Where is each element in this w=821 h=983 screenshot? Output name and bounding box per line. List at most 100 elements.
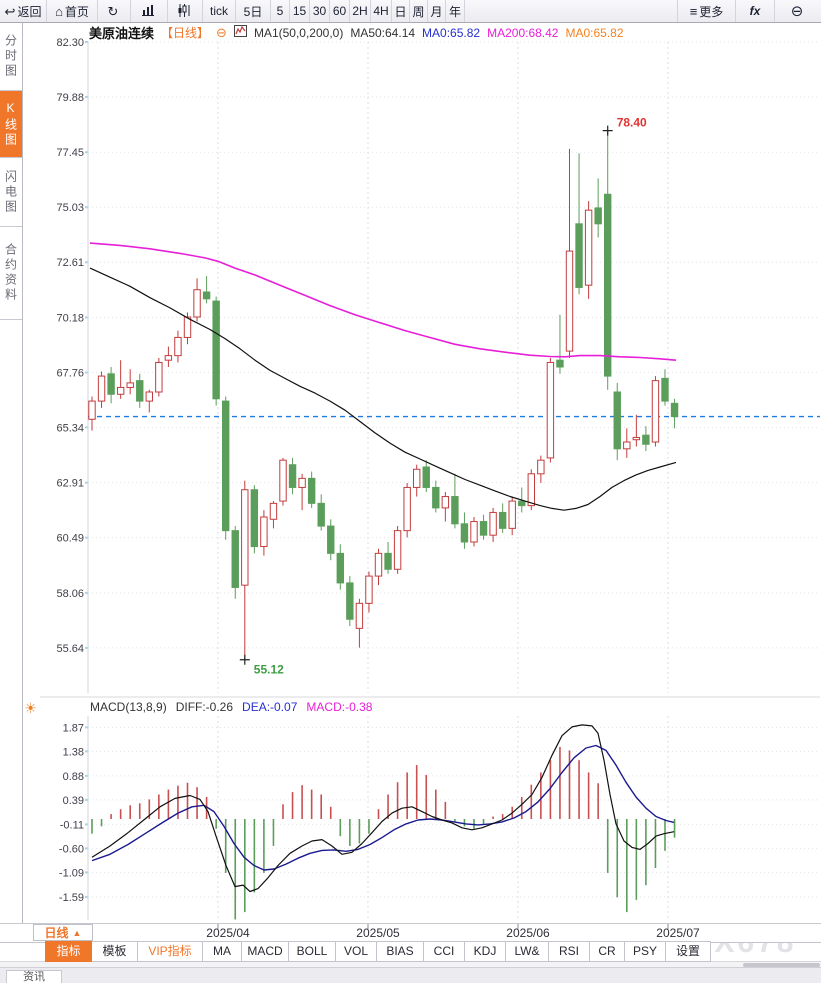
ma50-line xyxy=(89,267,677,511)
candle-body xyxy=(451,496,459,525)
candle-body xyxy=(441,496,450,509)
candle-body xyxy=(642,434,650,445)
candle-body xyxy=(661,377,669,402)
toolbar-button-day[interactable]: 日 xyxy=(392,0,410,22)
toolbar-button-candle-chart[interactable] xyxy=(168,0,203,22)
period-selector-button[interactable]: 日线 ▲ xyxy=(33,924,93,941)
tab-设置[interactable]: 设置 xyxy=(666,941,711,962)
toolbar-button-label: 更多 xyxy=(699,4,724,19)
candle-body xyxy=(183,316,192,338)
candle-body xyxy=(393,530,402,570)
candle-body xyxy=(546,361,555,459)
indicator-settings-icon[interactable]: ☀ xyxy=(24,700,37,716)
sidebar-item-1[interactable]: 分时图 xyxy=(0,22,22,91)
toolbar-button-label: fx xyxy=(749,4,761,18)
toolbar-button-year[interactable]: 年 xyxy=(446,0,465,22)
toolbar-button-5d[interactable]: 5日 xyxy=(236,0,271,22)
sidebar-item-3[interactable]: 闪电图 xyxy=(0,158,22,227)
tab-模板[interactable]: 模板 xyxy=(92,941,138,962)
candle-body xyxy=(155,361,163,393)
toolbar-button-week[interactable]: 周 xyxy=(410,0,428,22)
toolbar-button-refresh[interactable]: ↻ xyxy=(98,0,131,22)
toolbar-button-label: 30 xyxy=(312,4,327,18)
tab-VOL[interactable]: VOL xyxy=(336,941,377,962)
indicator-tabs: 指标 模板 VIP指标 MA MACD BOLL VOL BIAS CCI KDJ LW& RSI CR… xyxy=(45,941,711,962)
toolbar-button-month[interactable]: 月 xyxy=(428,0,446,22)
annotation-high: 78.40 xyxy=(617,116,647,130)
y-axis-label: 62.91 xyxy=(56,478,84,490)
candle-body xyxy=(384,552,392,570)
candle-body xyxy=(575,223,583,288)
toolbar-left-group: ↩ 返回 ⌂ 首页 ↻ tick 5日 5 15 30 60 2H 4H 日周月年 xyxy=(0,0,465,22)
candle-body xyxy=(604,193,612,377)
tab-VIP指标[interactable]: VIP指标 xyxy=(138,941,203,962)
candle-body xyxy=(222,400,230,532)
candle-body xyxy=(97,375,106,402)
tab-CR[interactable]: CR xyxy=(590,941,625,962)
date-axis-row xyxy=(0,923,821,943)
tab-指标[interactable]: 指标 xyxy=(45,941,92,962)
candle-body xyxy=(565,250,574,352)
toolbar-button-label: 60 xyxy=(332,4,347,18)
tab-KDJ[interactable]: KDJ xyxy=(465,941,506,962)
sidebar-item-2[interactable]: K线图 xyxy=(0,91,22,158)
candle-body xyxy=(355,602,364,629)
ma0-orange-label: MA0:65.82 xyxy=(565,25,624,40)
collapse-icon[interactable]: ⊖ xyxy=(216,25,227,40)
toolbar-button-label: tick xyxy=(210,4,228,18)
news-tab[interactable]: 资讯 xyxy=(6,970,62,983)
toolbar-button-tick[interactable]: tick xyxy=(203,0,236,22)
toolbar-button-bar-chart[interactable] xyxy=(131,0,168,22)
annotation-cross xyxy=(239,654,250,665)
chart-header: 美原油连续 【日线】 ⊖ MA1(50,0,200,0) MA50:64.14 … xyxy=(89,25,624,41)
annotation-low: 55.12 xyxy=(254,663,284,677)
tab-CCI[interactable]: CCI xyxy=(424,941,465,962)
tab-MA[interactable]: MA xyxy=(203,941,242,962)
toolbar-button-2h[interactable]: 2H xyxy=(350,0,371,22)
tab-PSY[interactable]: PSY xyxy=(625,941,666,962)
toolbar-button-fx[interactable]: fx xyxy=(735,0,774,22)
tab-BOLL[interactable]: BOLL xyxy=(289,941,336,962)
macd-y-axis-label: 1.87 xyxy=(63,722,84,734)
toolbar-button-label: 5 xyxy=(276,4,284,18)
tab-RSI[interactable]: RSI xyxy=(549,941,590,962)
toolbar-button-5[interactable]: 5 xyxy=(271,0,290,22)
candle-body xyxy=(365,575,373,604)
toolbar-spacer xyxy=(465,0,677,22)
y-axis-label: 72.61 xyxy=(56,257,84,269)
ma50-value-label: MA50:64.14 xyxy=(350,25,416,40)
tab-MACD[interactable]: MACD xyxy=(242,941,289,962)
toolbar-button-30[interactable]: 30 xyxy=(310,0,330,22)
candle-chart-icon xyxy=(177,3,191,19)
toolbar-button-home[interactable]: ⌂ 首页 xyxy=(47,0,98,22)
candle-body xyxy=(489,511,497,536)
tab-LW&[interactable]: LW& xyxy=(506,941,549,962)
bar-chart-icon xyxy=(141,4,155,18)
sidebar-item-4[interactable]: 合约资料 xyxy=(0,227,22,320)
toolbar-button-back[interactable]: ↩ 返回 xyxy=(0,0,47,22)
candle-body xyxy=(584,209,593,286)
macd-y-axis-label: -0.11 xyxy=(60,819,84,831)
toolbar-button-more[interactable]: ≡ 更多 xyxy=(677,0,735,22)
scrollbar-thumb[interactable] xyxy=(743,963,820,967)
toolbar-button-60[interactable]: 60 xyxy=(330,0,350,22)
tab-BIAS[interactable]: BIAS xyxy=(377,941,424,962)
toolbar-button-15[interactable]: 15 xyxy=(290,0,310,22)
refresh-icon: ↻ xyxy=(107,3,119,19)
toolbar-button-zoom-out[interactable]: ⊖ xyxy=(774,0,821,22)
macd-y-axis-label: -1.09 xyxy=(59,867,84,879)
y-axis-label: 58.06 xyxy=(56,588,84,600)
y-axis-label: 60.49 xyxy=(56,533,84,545)
home-icon: ⌂ xyxy=(55,3,63,19)
y-axis-label: 82.30 xyxy=(56,37,84,49)
ma-config-label: MA1(50,0,200,0) xyxy=(253,25,344,40)
toolbar-button-label: 4H xyxy=(373,4,389,18)
candle-body xyxy=(670,402,679,418)
toolbar-button-label: 年 xyxy=(448,4,461,19)
toolbar-button-4h[interactable]: 4H xyxy=(371,0,392,22)
candle-body xyxy=(432,486,440,509)
candle-body xyxy=(164,355,173,361)
candle-body xyxy=(537,459,545,475)
candle-body xyxy=(613,391,621,450)
